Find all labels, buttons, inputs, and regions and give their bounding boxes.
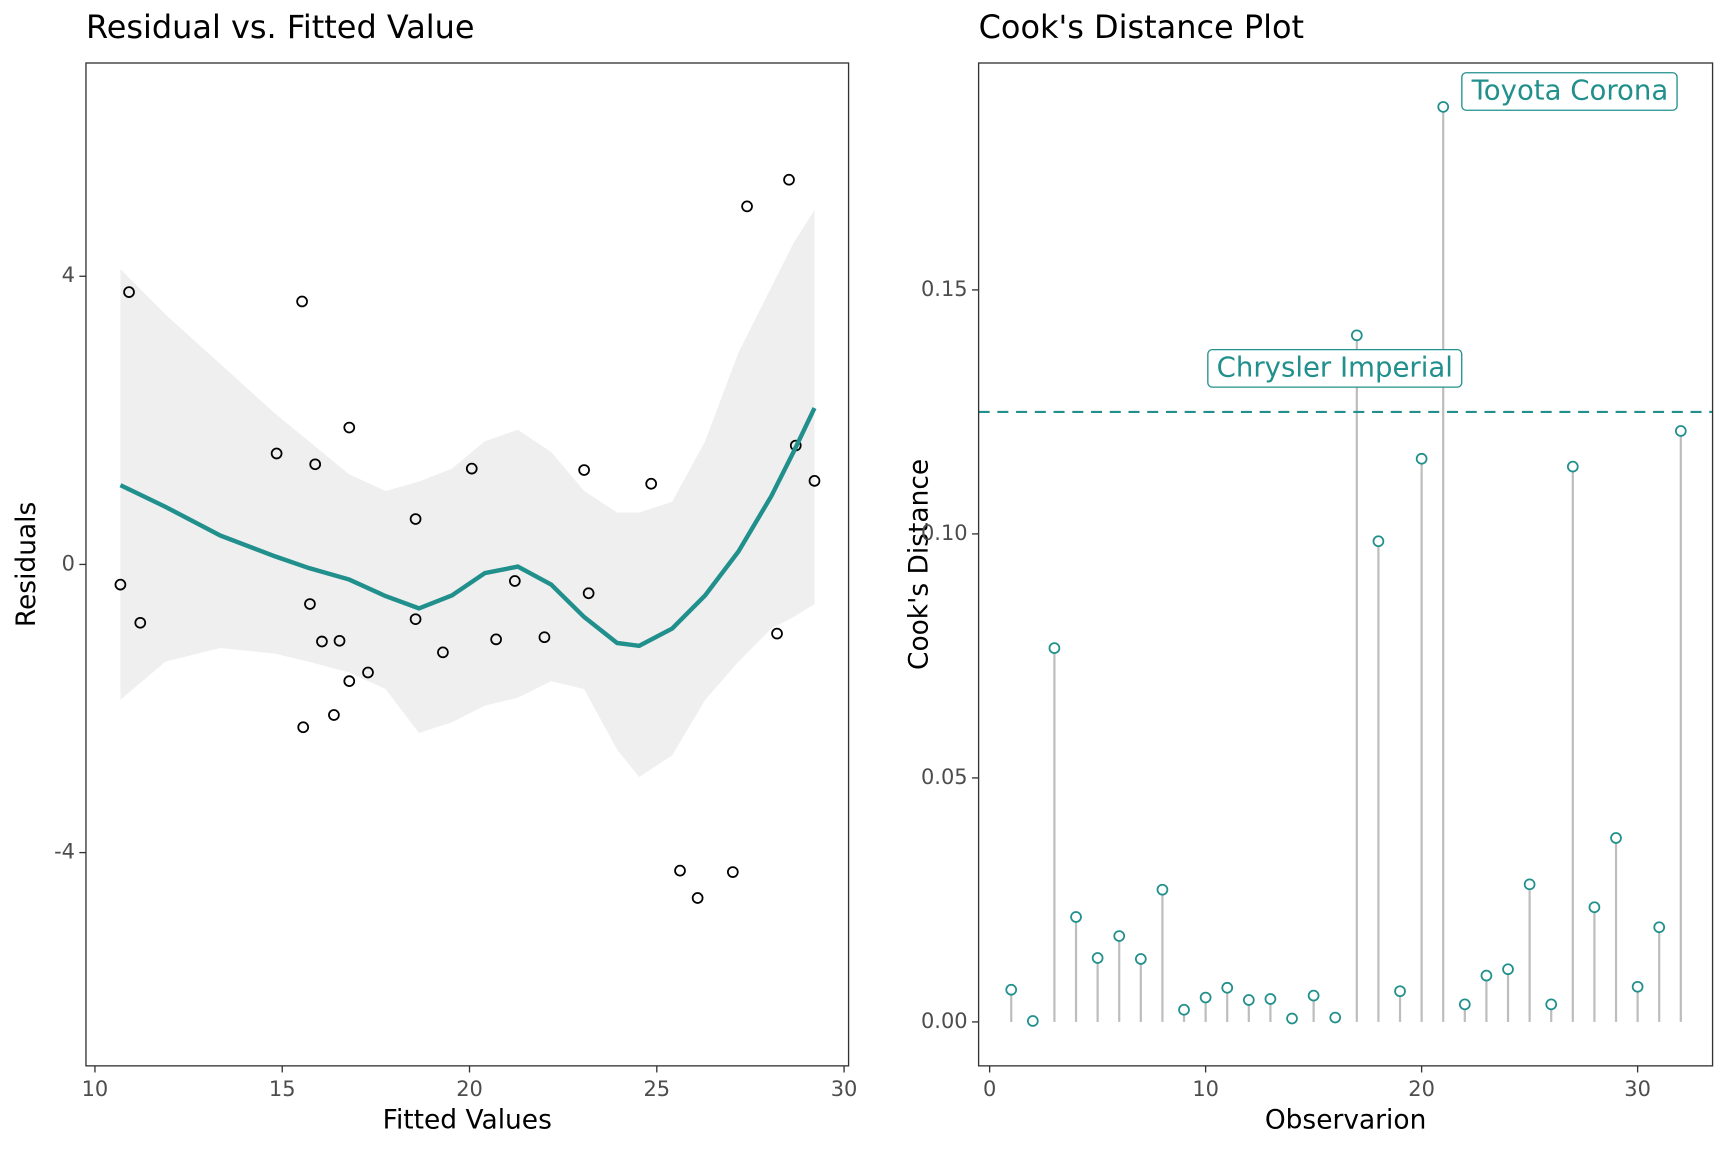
x-axis-title: Observarion xyxy=(1265,1104,1427,1135)
point xyxy=(1307,989,1320,1002)
x-tick-label: 20 xyxy=(456,1077,483,1101)
point xyxy=(1091,952,1104,964)
point xyxy=(270,447,283,460)
point xyxy=(645,477,658,490)
point xyxy=(1502,963,1514,976)
point xyxy=(409,613,422,626)
annotation-label: Chrysler Imperial xyxy=(1217,351,1453,383)
point xyxy=(1242,994,1255,1006)
point xyxy=(297,721,310,734)
point xyxy=(123,286,135,298)
x-tick-label: 0 xyxy=(983,1077,996,1101)
point xyxy=(538,631,551,644)
x-tick-label: 30 xyxy=(831,1077,858,1101)
y-tick-label: 0.15 xyxy=(921,277,968,301)
x-axis-title: Fitted Values xyxy=(383,1104,552,1135)
point xyxy=(1286,1012,1298,1025)
point xyxy=(1113,930,1126,942)
point xyxy=(1458,998,1471,1011)
chart-title: Cook's Distance Plot xyxy=(979,8,1304,46)
plot-border xyxy=(977,62,1714,1067)
annotation-label: Toyota Corona xyxy=(1471,74,1669,106)
y-axis-title: Cook's Distance xyxy=(904,459,935,670)
point xyxy=(1674,425,1687,437)
point xyxy=(771,627,783,640)
point xyxy=(808,475,821,487)
x-tick-label: 30 xyxy=(1624,1077,1651,1101)
point xyxy=(333,634,346,647)
point xyxy=(1653,921,1666,934)
point xyxy=(1394,985,1406,998)
chart-title: Residual vs. Fitted Value xyxy=(86,8,475,46)
point xyxy=(490,633,502,646)
point xyxy=(1545,998,1558,1011)
point xyxy=(296,295,308,308)
point xyxy=(1221,981,1234,994)
x-tick-label: 20 xyxy=(1408,1077,1435,1101)
point xyxy=(726,866,739,878)
point xyxy=(1005,983,1018,996)
point xyxy=(328,709,340,721)
y-tick-label: 0.05 xyxy=(921,765,968,789)
x-tick-label: 25 xyxy=(643,1077,670,1101)
y-axis-title: Residuals xyxy=(11,502,42,627)
point xyxy=(114,578,127,591)
point xyxy=(1631,980,1644,993)
point xyxy=(508,575,521,587)
confidence-band xyxy=(120,209,815,777)
y-tick-label: 0 xyxy=(62,551,75,575)
point xyxy=(309,458,322,471)
point xyxy=(1566,460,1579,473)
point xyxy=(1134,953,1147,965)
plot-border xyxy=(85,62,850,1067)
point xyxy=(316,635,328,648)
point xyxy=(578,464,590,476)
point xyxy=(741,200,753,213)
x-tick-label: 15 xyxy=(269,1077,296,1101)
point xyxy=(783,173,795,186)
point xyxy=(1026,1015,1039,1027)
point xyxy=(343,421,356,434)
point xyxy=(1264,993,1277,1005)
point xyxy=(1523,878,1536,891)
annotation-box xyxy=(1207,348,1463,388)
y-tick-label: 0.00 xyxy=(921,1009,968,1033)
point xyxy=(1048,642,1061,654)
y-tick-label: -4 xyxy=(54,840,75,864)
x-tick-label: 10 xyxy=(82,1077,109,1101)
point xyxy=(1372,535,1385,548)
point xyxy=(1610,832,1622,844)
point xyxy=(674,864,686,877)
point xyxy=(1480,969,1493,982)
point xyxy=(437,646,449,659)
point xyxy=(1350,329,1363,342)
y-tick-label: 0.10 xyxy=(921,521,968,545)
point xyxy=(1329,1011,1342,1024)
point xyxy=(1070,911,1082,923)
point xyxy=(1178,1003,1190,1016)
point xyxy=(1588,901,1601,914)
point xyxy=(343,675,356,687)
point xyxy=(304,598,316,610)
point xyxy=(1437,101,1450,113)
smooth-line xyxy=(119,407,817,649)
point xyxy=(691,892,704,904)
point xyxy=(134,616,147,629)
point xyxy=(1156,883,1169,896)
point xyxy=(465,462,478,475)
x-tick-label: 10 xyxy=(1192,1077,1219,1101)
point xyxy=(582,587,595,600)
annotation-box xyxy=(1461,72,1678,111)
point xyxy=(362,666,374,679)
y-tick-label: 4 xyxy=(62,263,75,287)
point xyxy=(1415,452,1428,465)
point xyxy=(1199,991,1212,1004)
point xyxy=(409,513,422,525)
